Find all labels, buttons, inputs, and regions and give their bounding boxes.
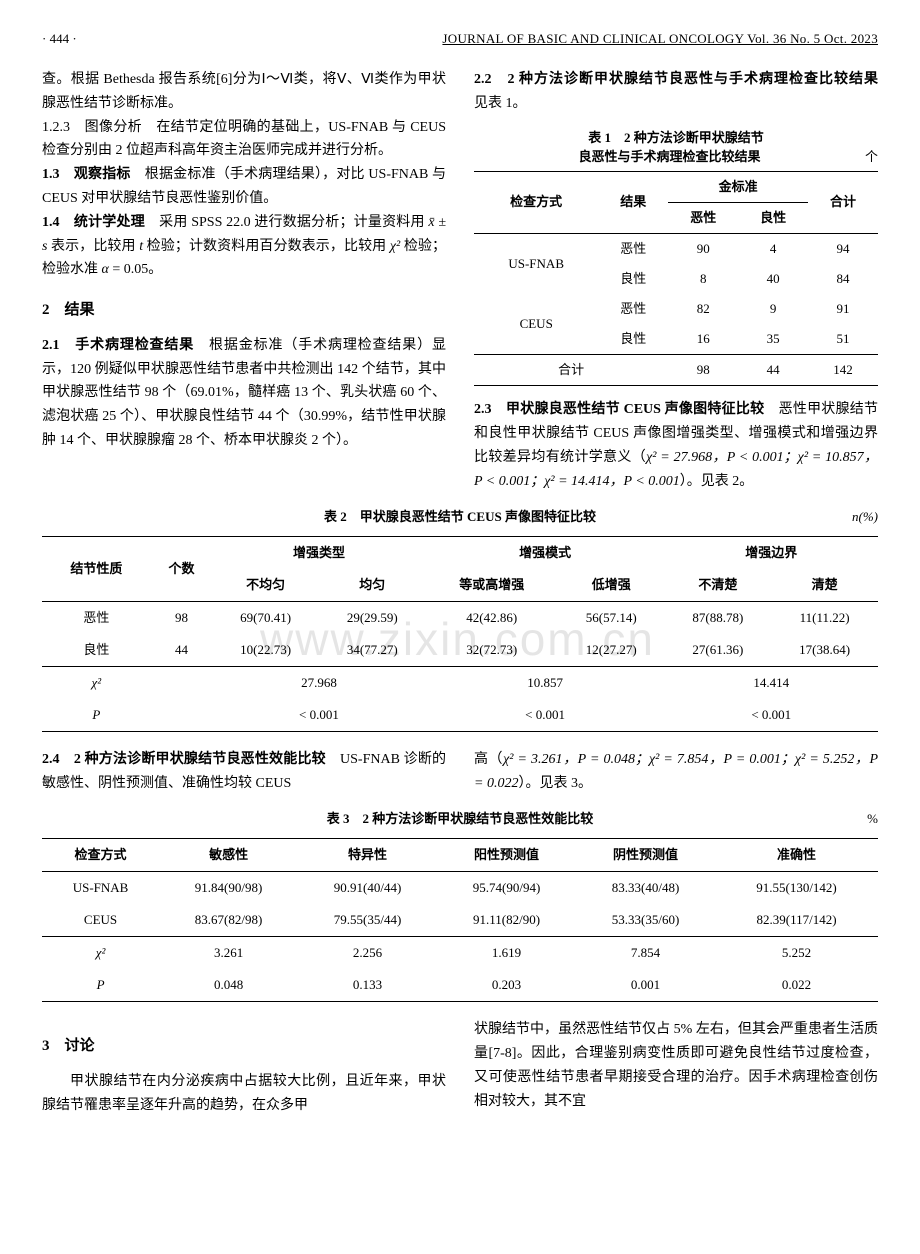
table-3: 检查方式 敏感性 特异性 阳性预测值 阴性预测值 准确性 US-FNAB 91.… — [42, 838, 878, 1002]
para-bethesda: 查。根据 Bethesda 报告系统[6]分为Ⅰ～Ⅵ类，将Ⅴ、Ⅵ类作为甲状腺恶性… — [42, 68, 446, 116]
table-1: 检查方式 结果 金标准 合计 恶性 良性 US-FNAB 恶性 90 4 94 … — [474, 171, 878, 387]
page-header: · 444 · JOURNAL OF BASIC AND CLINICAL ON… — [42, 28, 878, 50]
journal-title: JOURNAL OF BASIC AND CLINICAL ONCOLOGY V… — [442, 28, 878, 50]
bottom-columns: 3 讨论 甲状腺结节在内分泌疾病中占据较大比例，且近年来，甲状腺结节罹患率呈逐年… — [42, 1018, 878, 1117]
table2-unit: n(%) — [818, 506, 878, 528]
para-24-left: 2.4 2 种方法诊断甲状腺结节良恶性效能比较 US-FNAB 诊断的敏感性、阴… — [42, 748, 446, 796]
left-col: 查。根据 Bethesda 报告系统[6]分为Ⅰ～Ⅵ类，将Ⅴ、Ⅵ类作为甲状腺恶性… — [42, 68, 446, 493]
table2-caption: 表 2 甲状腺良恶性结节 CEUS 声像图特征比较 — [102, 506, 818, 528]
table-row: CEUS 83.67(82/98) 79.55(35/44) 91.11(82/… — [42, 904, 878, 937]
table3-caption-row: 表 3 2 种方法诊断甲状腺结节良恶性效能比较 % — [42, 808, 878, 830]
para-14: 1.4 统计学处理 采用 SPSS 22.0 进行数据分析；计量资料用 x̄ ±… — [42, 211, 446, 282]
table3-unit: % — [838, 808, 878, 830]
para-13: 1.3 观察指标 根据金标准（手术病理结果），对比 US-FNAB 与 CEUS… — [42, 163, 446, 211]
table-row-chi: χ² 3.261 2.256 1.619 7.854 5.252 — [42, 937, 878, 970]
section-2-results: 2 结果 — [42, 298, 446, 324]
para-22: 2.2 2 种方法诊断甲状腺结节良恶性与手术病理检查比较结果 见表 1。 — [474, 68, 878, 116]
para-23: 2.3 甲状腺良恶性结节 CEUS 声像图特征比较 恶性甲状腺结节和良性甲状腺结… — [474, 398, 878, 493]
mid-columns: 2.4 2 种方法诊断甲状腺结节良恶性效能比较 US-FNAB 诊断的敏感性、阴… — [42, 748, 878, 796]
table3-caption: 表 3 2 种方法诊断甲状腺结节良恶性效能比较 — [82, 808, 838, 830]
table-row: US-FNAB 91.84(90/98) 90.91(40/44) 95.74(… — [42, 871, 878, 904]
table-row-p: P 0.048 0.133 0.203 0.001 0.022 — [42, 969, 878, 1002]
right-col: 2.2 2 种方法诊断甲状腺结节良恶性与手术病理检查比较结果 见表 1。 表 1… — [474, 68, 878, 493]
table1-caption: 表 1 2 种方法诊断甲状腺结节 良恶性与手术病理检查比较结果个 — [474, 128, 878, 167]
table-row-chi: χ² 27.968 10.857 14.414 — [42, 667, 878, 700]
section-3-discussion: 3 讨论 — [42, 1034, 446, 1060]
table-row: 恶性98 69(70.41)29(29.59) 42(42.86)56(57.1… — [42, 601, 878, 634]
table-2: 结节性质 个数 增强类型 增强模式 增强边界 不均匀 均匀 等或高增强 低增强 … — [42, 536, 878, 733]
table-row: 良性44 10(22.73)34(77.27) 32(72.73)12(27.2… — [42, 634, 878, 667]
page-number: · 444 · — [42, 28, 77, 50]
para-24-right: 高（χ² = 3.261，P = 0.048；χ² = 7.854，P = 0.… — [474, 748, 878, 796]
para-123: 1.2.3 图像分析 在结节定位明确的基础上，US-FNAB 与 CEUS 检查… — [42, 116, 446, 164]
table-row-p: P < 0.001 < 0.001 < 0.001 — [42, 699, 878, 732]
upper-columns: 查。根据 Bethesda 报告系统[6]分为Ⅰ～Ⅵ类，将Ⅴ、Ⅵ类作为甲状腺恶性… — [42, 68, 878, 493]
para-21: 2.1 手术病理检查结果 根据金标准（手术病理检查结果）显示，120 例疑似甲状… — [42, 334, 446, 453]
table2-caption-row: 表 2 甲状腺良恶性结节 CEUS 声像图特征比较 n(%) — [42, 506, 878, 528]
para-discussion-left: 甲状腺结节在内分泌疾病中占据较大比例，且近年来，甲状腺结节罹患率呈逐年升高的趋势… — [42, 1070, 446, 1118]
table-row: US-FNAB 恶性 90 4 94 — [474, 233, 878, 264]
table-row-total: 合计 98 44 142 — [474, 355, 878, 386]
table-row: CEUS 恶性 82 9 91 — [474, 294, 878, 324]
para-discussion-right: 状腺结节中，虽然恶性结节仅占 5% 左右，但其会严重患者生活质量[7-8]。因此… — [474, 1018, 878, 1113]
